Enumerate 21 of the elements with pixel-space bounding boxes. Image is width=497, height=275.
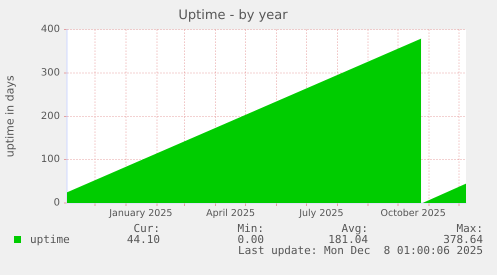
x-tick-label: October 2025: [380, 208, 446, 220]
text: 44.10: [126, 233, 160, 246]
text: 0.00: [238, 233, 264, 246]
x-tick-label: January 2025: [108, 208, 172, 220]
text: Min:: [238, 222, 264, 235]
y-tick-label: 200: [40, 110, 60, 122]
text: Cur:: [134, 222, 160, 235]
text: 378.64: [443, 233, 483, 246]
text: Last update: Mon Dec 8 01:00:06 2025: [238, 244, 483, 257]
y-tick-label: 400: [40, 24, 60, 36]
legend-label: uptime: [30, 233, 70, 246]
y-tick-label: 100: [40, 154, 60, 166]
y-tick-label: 300: [40, 68, 60, 79]
text: 181.04: [328, 233, 368, 246]
y-axis-title: uptime in days: [3, 75, 16, 158]
text: Avg:: [342, 222, 368, 235]
x-tick-label: July 2025: [298, 208, 344, 220]
text: Max:: [456, 222, 483, 235]
y-tick-label: 0: [54, 198, 60, 209]
x-tick-label: April 2025: [206, 208, 256, 220]
chart-title: Uptime - by year: [178, 8, 288, 24]
